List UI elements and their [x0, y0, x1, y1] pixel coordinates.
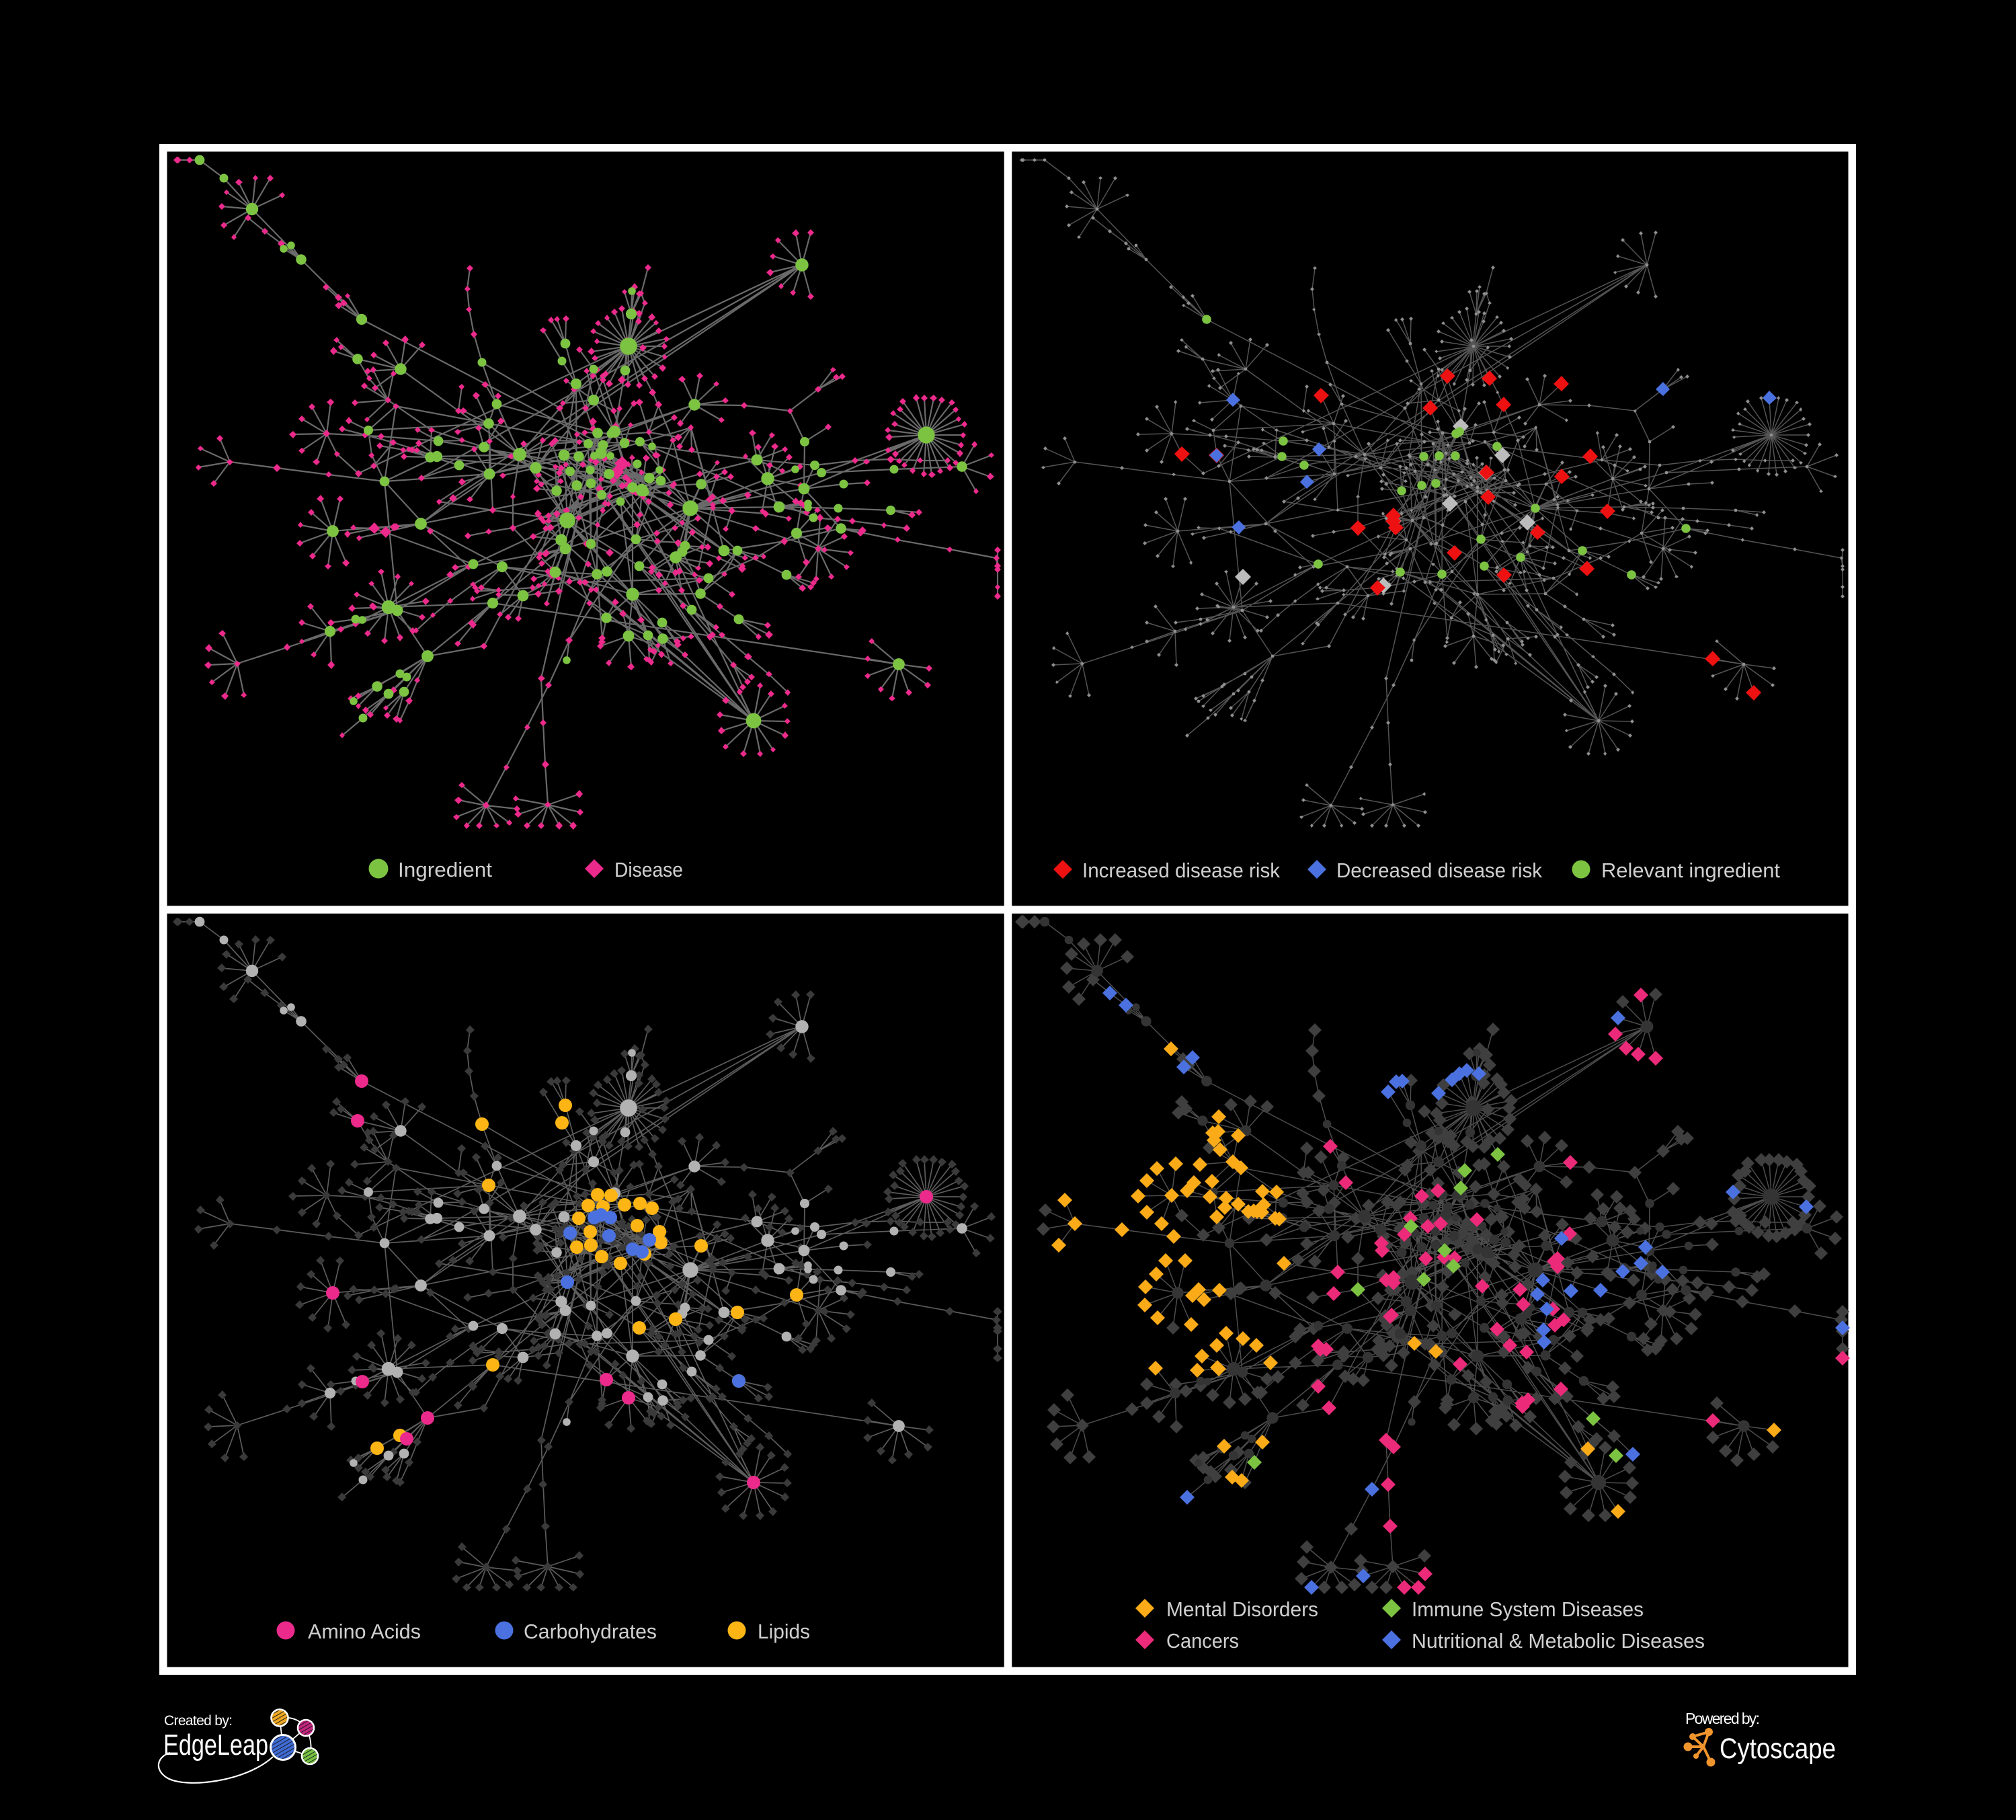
- svg-text:Immune System Diseases: Immune System Diseases: [1412, 1597, 1644, 1621]
- svg-text:Disease: Disease: [614, 858, 683, 881]
- svg-text:Nutritional & Metabolic Diseas: Nutritional & Metabolic Diseases: [1412, 1629, 1705, 1653]
- svg-text:Decreased disease risk: Decreased disease risk: [1336, 859, 1542, 882]
- svg-text:Ingredient: Ingredient: [398, 858, 492, 881]
- svg-text:Carbohydrates: Carbohydrates: [524, 1620, 657, 1643]
- svg-text:Lipids: Lipids: [758, 1620, 810, 1643]
- svg-text:Relevant ingredient: Relevant ingredient: [1601, 859, 1780, 882]
- svg-text:EdgeLeap: EdgeLeap: [163, 1729, 268, 1762]
- svg-text:Amino Acids: Amino Acids: [308, 1620, 421, 1643]
- svg-text:Mental Disorders: Mental Disorders: [1166, 1597, 1318, 1621]
- svg-text:Increased disease risk: Increased disease risk: [1082, 859, 1280, 882]
- svg-text:Cytoscape: Cytoscape: [1720, 1733, 1836, 1765]
- svg-text:Cancers: Cancers: [1166, 1629, 1239, 1653]
- svg-text:Powered by:: Powered by:: [1685, 1710, 1760, 1727]
- svg-text:Created by:: Created by:: [164, 1713, 233, 1729]
